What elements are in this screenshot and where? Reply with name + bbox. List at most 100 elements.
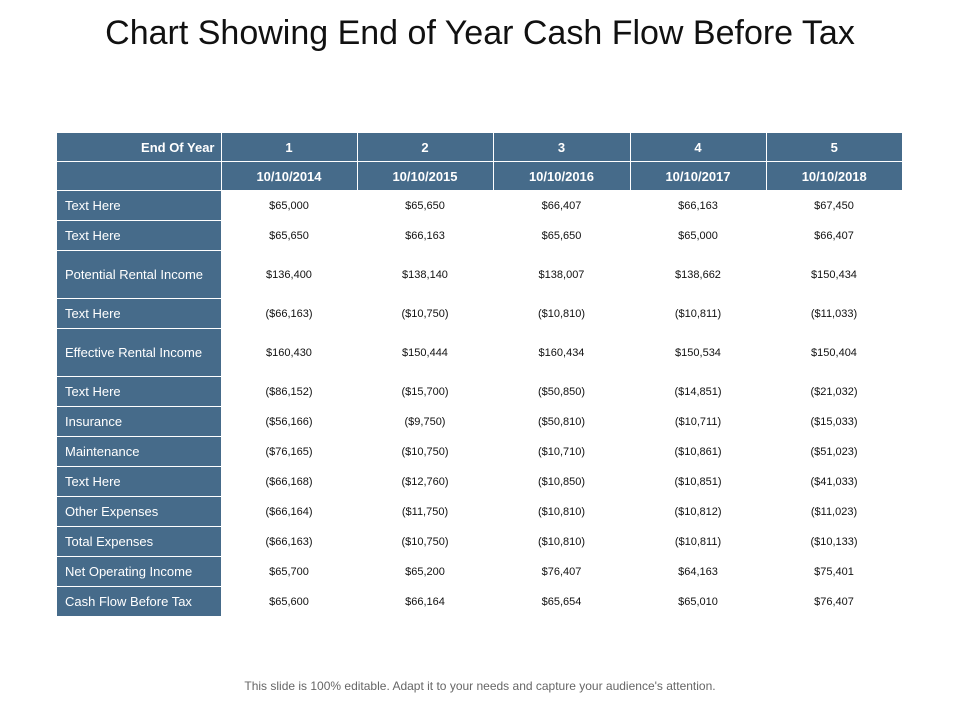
table-cell: $150,444 [357,328,493,377]
table-cell: ($11,023) [766,496,902,527]
table-cell: ($10,750) [357,298,493,329]
year-header: 4 [630,133,767,162]
row-label: Effective Rental Income [57,328,221,377]
cash-flow-table: End Of Year 1 2 3 4 5 10/10/2014 10/10/2… [57,133,902,617]
table-cell: $66,163 [357,220,493,251]
table-cell: ($15,700) [357,376,493,407]
year-header: 1 [221,133,358,162]
table-cell: ($10,850) [493,466,630,497]
table-cell: $65,650 [493,220,630,251]
table-cell: ($14,851) [630,376,766,407]
table-row: Other Expenses ($66,164) ($11,750) ($10,… [57,496,902,527]
table-cell: $65,600 [221,586,357,617]
row-label: Total Expenses [57,526,221,557]
date-header-row: 10/10/2014 10/10/2015 10/10/2016 10/10/2… [57,161,902,191]
table-cell: $65,650 [221,220,357,251]
page-title: Chart Showing End of Year Cash Flow Befo… [105,14,855,52]
table-cell: $65,000 [221,190,357,221]
table-cell: ($9,750) [357,406,493,437]
year-header: 3 [493,133,631,162]
table-row: Cash Flow Before Tax $65,600 $66,164 $65… [57,586,902,617]
table-row: Text Here $65,000 $65,650 $66,407 $66,16… [57,190,902,221]
date-header: 10/10/2016 [493,161,631,191]
table-cell: $160,434 [493,328,630,377]
date-header: 10/10/2017 [630,161,767,191]
row-label: Maintenance [57,436,221,467]
row-label: Potential Rental Income [57,250,221,299]
table-cell: $67,450 [766,190,902,221]
table-cell: ($86,152) [221,376,357,407]
table-cell: $76,407 [493,556,630,587]
date-header: 10/10/2015 [357,161,494,191]
table-cell: ($66,168) [221,466,357,497]
table-cell: $65,700 [221,556,357,587]
table-cell: ($50,850) [493,376,630,407]
table-cell: $160,430 [221,328,357,377]
table-cell: ($56,166) [221,406,357,437]
blank-header-cell [57,161,222,191]
table-cell: ($66,163) [221,298,357,329]
year-header-row: End Of Year 1 2 3 4 5 [57,133,902,162]
table-cell: ($10,810) [493,298,630,329]
table-cell: $65,200 [357,556,493,587]
row-label: Net Operating Income [57,556,221,587]
table-cell: $64,163 [630,556,766,587]
table-cell: ($10,861) [630,436,766,467]
table-cell: ($10,811) [630,526,766,557]
footer-note: This slide is 100% editable. Adapt it to… [244,679,716,693]
date-header: 10/10/2014 [221,161,358,191]
table-cell: ($10,851) [630,466,766,497]
date-header: 10/10/2018 [766,161,902,191]
row-label: Text Here [57,190,221,221]
row-label: Other Expenses [57,496,221,527]
table-cell: ($11,033) [766,298,902,329]
table-cell: $65,650 [357,190,493,221]
table-cell: $76,407 [766,586,902,617]
table-cell: $66,407 [766,220,902,251]
table-cell: $150,404 [766,328,902,377]
table-row: Maintenance ($76,165) ($10,750) ($10,710… [57,436,902,467]
row-label: Text Here [57,220,221,251]
table-cell: ($51,023) [766,436,902,467]
table-cell: ($10,133) [766,526,902,557]
table-cell: ($76,165) [221,436,357,467]
table-cell: ($10,710) [493,436,630,467]
table-row: Text Here ($66,168) ($12,760) ($10,850) … [57,466,902,497]
table-cell: ($10,810) [493,526,630,557]
table-cell: ($10,810) [493,496,630,527]
table-cell: $65,010 [630,586,766,617]
table-cell: $136,400 [221,250,357,299]
table-row: Effective Rental Income $160,430 $150,44… [57,328,902,377]
corner-label: End Of Year [57,133,222,162]
table-cell: $65,000 [630,220,766,251]
table-row: Net Operating Income $65,700 $65,200 $76… [57,556,902,587]
table-row: Text Here ($66,163) ($10,750) ($10,810) … [57,298,902,329]
table-cell: ($10,812) [630,496,766,527]
year-header: 2 [357,133,494,162]
table-cell: $66,164 [357,586,493,617]
table-cell: ($12,760) [357,466,493,497]
table-cell: ($41,033) [766,466,902,497]
table-cell: ($10,750) [357,436,493,467]
table-cell: $138,662 [630,250,766,299]
table-row: Insurance ($56,166) ($9,750) ($50,810) (… [57,406,902,437]
row-label: Text Here [57,376,221,407]
year-header: 5 [766,133,902,162]
table-cell: ($66,164) [221,496,357,527]
table-cell: $66,163 [630,190,766,221]
table-row: Total Expenses ($66,163) ($10,750) ($10,… [57,526,902,557]
table-cell: ($11,750) [357,496,493,527]
table-cell: $75,401 [766,556,902,587]
table-cell: ($21,032) [766,376,902,407]
table-cell: ($10,811) [630,298,766,329]
table-cell: ($10,711) [630,406,766,437]
table-cell: $65,654 [493,586,630,617]
table-cell: $150,434 [766,250,902,299]
row-label: Text Here [57,466,221,497]
table-cell: $138,007 [493,250,630,299]
table-cell: ($15,033) [766,406,902,437]
table-row: Potential Rental Income $136,400 $138,14… [57,250,902,299]
table-cell: $138,140 [357,250,493,299]
table-row: Text Here ($86,152) ($15,700) ($50,850) … [57,376,902,407]
table-cell: ($66,163) [221,526,357,557]
